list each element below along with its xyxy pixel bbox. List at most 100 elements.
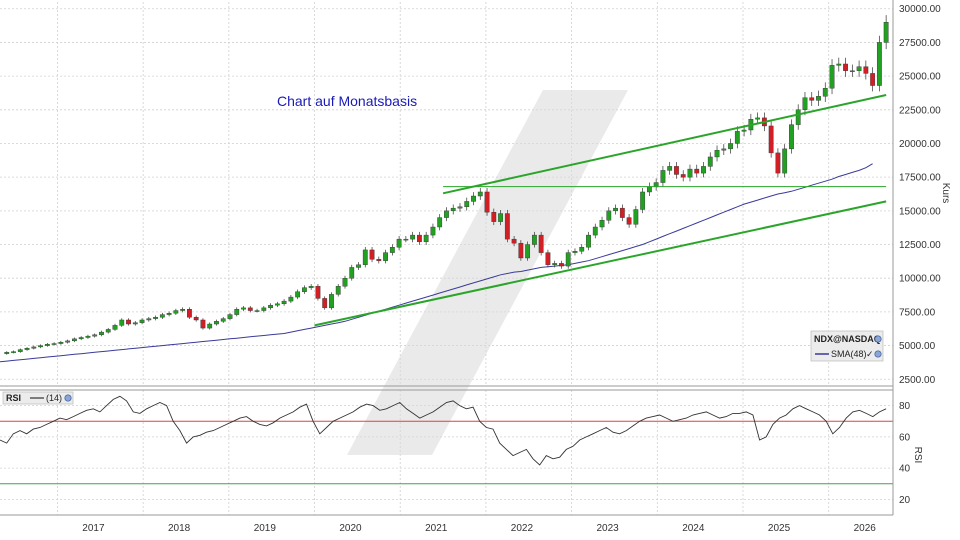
info-icon[interactable]: [874, 335, 882, 343]
candle-body: [464, 201, 470, 207]
candle-body: [701, 166, 706, 174]
candle-body: [207, 323, 213, 329]
candle-body: [741, 129, 747, 132]
candle-body: [173, 310, 179, 314]
candle-body: [315, 286, 321, 299]
candle: [843, 57, 848, 77]
candle-body: [85, 335, 91, 338]
price-tick-label: 30000.00: [899, 4, 941, 15]
candle-body: [444, 210, 449, 218]
candle: [119, 318, 125, 327]
candle: [362, 246, 368, 268]
candle: [552, 260, 558, 268]
candle-body: [768, 125, 774, 154]
candle-body: [437, 217, 443, 228]
x-tick-label: 2024: [682, 523, 705, 534]
candle: [78, 336, 84, 341]
candle: [809, 91, 815, 106]
candle-body: [410, 234, 416, 240]
candle: [640, 188, 646, 214]
price-axis-title: Kurs: [940, 183, 951, 204]
candle-body: [511, 238, 517, 244]
candle-body: [322, 298, 328, 309]
candle-body: [789, 124, 794, 150]
candle-body: [504, 213, 510, 240]
price-tick-label: 20000.00: [899, 139, 941, 150]
candle: [450, 204, 456, 215]
price-tick-label: 17500.00: [899, 173, 941, 184]
price-tick-label: 25000.00: [899, 72, 941, 83]
candle: [525, 241, 531, 261]
candle: [789, 119, 794, 154]
candle-body: [383, 252, 388, 261]
candle-body: [883, 22, 889, 43]
candle-body: [17, 349, 23, 352]
candle: [504, 209, 510, 243]
candle-body: [592, 226, 598, 236]
x-tick-label: 2026: [854, 523, 877, 534]
candle-body: [674, 166, 679, 175]
trendline: [442, 93, 887, 195]
candle: [396, 236, 402, 251]
candle-body: [849, 70, 855, 72]
candle-body: [572, 251, 578, 253]
x-tick-label: 2018: [168, 523, 191, 534]
x-tick-label: 2023: [596, 523, 619, 534]
candle: [667, 161, 673, 175]
candle-body: [471, 195, 476, 202]
candle: [105, 327, 111, 334]
candle-body: [416, 234, 422, 243]
price-tick-label: 5000.00: [899, 341, 936, 352]
candle: [132, 321, 138, 326]
rsi-axis-title: RSI: [912, 447, 923, 464]
candle-body: [261, 307, 267, 311]
info-icon[interactable]: [64, 394, 72, 402]
candle-body: [105, 329, 111, 333]
price-tick-label: 2500.00: [899, 375, 936, 386]
candle-body: [802, 97, 808, 110]
candle-body: [396, 238, 402, 248]
candle: [11, 350, 16, 354]
candle-body: [268, 304, 273, 309]
candle-body: [707, 156, 713, 167]
rsi-tick-label: 60: [899, 432, 911, 443]
x-tick-label: 2017: [82, 523, 105, 534]
candle-body: [816, 96, 821, 101]
watermark-logo: [347, 90, 628, 455]
candle-body: [565, 252, 571, 267]
candle: [572, 248, 578, 256]
candle: [477, 188, 483, 200]
candle: [187, 307, 192, 320]
price-tick-label: 15000.00: [899, 206, 941, 217]
candle: [592, 223, 598, 239]
candle: [274, 301, 280, 308]
rsi-tick-label: 20: [899, 495, 911, 506]
candle: [72, 337, 77, 343]
candle-body: [139, 319, 145, 323]
candle-body: [870, 73, 876, 86]
candle: [674, 161, 679, 179]
candle-body: [653, 182, 659, 187]
candle-body: [376, 259, 382, 261]
candle-body: [863, 66, 869, 74]
candle: [721, 144, 727, 155]
info-icon[interactable]: [874, 350, 882, 358]
candle: [335, 284, 341, 297]
candle-body: [829, 65, 835, 89]
price-tick-label: 10000.00: [899, 274, 941, 285]
candle: [491, 208, 497, 226]
candle: [234, 307, 240, 317]
candle-body: [349, 267, 355, 279]
candle-body: [640, 191, 646, 210]
candle-body: [843, 63, 848, 71]
price-tick-label: 27500.00: [899, 38, 941, 49]
candle: [247, 305, 253, 313]
candle-body: [687, 168, 693, 178]
candle-body: [356, 264, 361, 268]
candle-body: [329, 294, 334, 309]
candle-body: [876, 42, 882, 86]
candle: [775, 148, 781, 178]
check-icon[interactable]: ✓: [866, 349, 874, 359]
candle: [254, 308, 260, 313]
candle: [423, 231, 429, 245]
